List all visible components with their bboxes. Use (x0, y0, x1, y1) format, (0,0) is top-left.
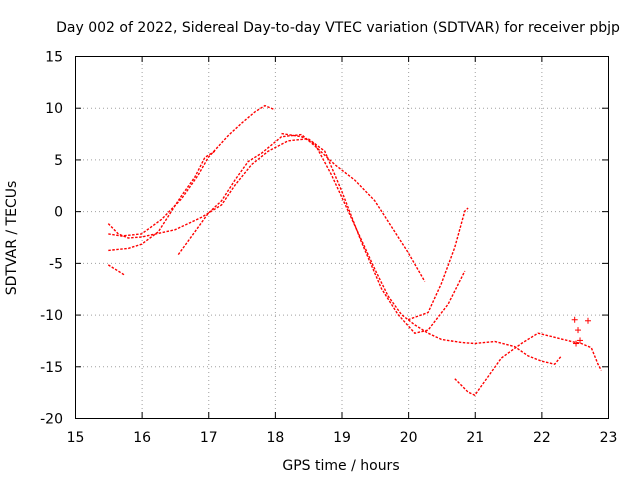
series-arc-7 (454, 332, 602, 397)
series-arc-5 (281, 132, 562, 365)
chart-title: Day 002 of 2022, Sidereal Day-to-day VTE… (56, 20, 620, 36)
series-arc-3 (107, 137, 466, 334)
x-tick-label: 16 (133, 430, 151, 446)
axis-ticks: 15 16 17 18 19 20 21 22 23 15 10 5 0 -5 -10 -15 -20 (40, 50, 617, 447)
data-series (107, 104, 602, 397)
series-arc-4 (177, 133, 426, 282)
data-point (577, 337, 584, 344)
y-tick-label: 10 (45, 101, 63, 117)
y-tick-label: 5 (54, 153, 63, 169)
x-tick-label: 17 (200, 430, 218, 446)
data-point (571, 316, 578, 323)
x-tick-label: 20 (400, 430, 418, 446)
y-tick-label: -5 (49, 256, 63, 272)
series-arc-6 (407, 207, 469, 321)
x-axis-title: GPS time / hours (282, 458, 399, 474)
series-arc-8 (107, 264, 126, 276)
y-tick-label: 0 (54, 205, 63, 221)
x-tick-label: 19 (333, 430, 351, 446)
data-point (573, 340, 580, 347)
y-tick-label: -20 (40, 412, 63, 428)
data-point (585, 317, 592, 324)
x-tick-label: 23 (600, 430, 618, 446)
series-arc-2 (108, 150, 216, 252)
x-tick-label: 21 (466, 430, 484, 446)
x-tick-label: 22 (533, 430, 551, 446)
series-arc-1 (108, 104, 276, 237)
y-tick-label: -10 (40, 308, 63, 324)
x-tick-label: 15 (67, 430, 85, 446)
data-point (575, 327, 582, 334)
grid (75, 56, 608, 418)
y-tick-label: -15 (40, 360, 63, 376)
x-tick-label: 18 (266, 430, 284, 446)
y-axis-title: SDTVAR / TECUs (4, 181, 20, 296)
y-tick-label: 15 (45, 50, 63, 66)
